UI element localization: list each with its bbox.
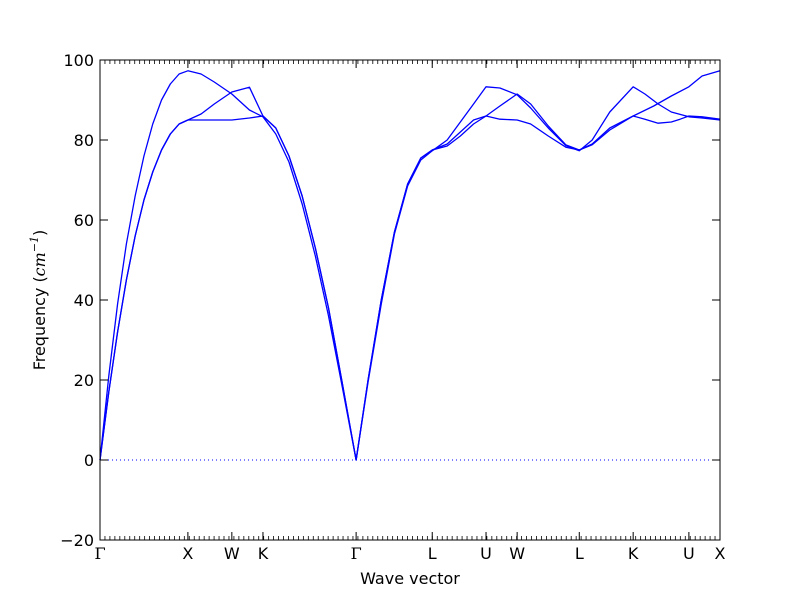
x-tick-label: X (715, 544, 726, 563)
y-tick-label: 40 (74, 291, 94, 310)
band-line-1 (99, 115, 721, 461)
plot-frame (99, 59, 721, 541)
x-tick-label: U (480, 544, 492, 563)
x-tick-label: K (258, 544, 269, 563)
x-tick-label: L (428, 544, 437, 563)
y-tick-label: 0 (84, 451, 94, 470)
x-tick-label: W (224, 544, 240, 563)
band-line-2 (99, 70, 721, 461)
minor-ticks (99, 60, 721, 540)
y-axis-label: Frequency (cm−1) (28, 230, 49, 371)
y-axis-ticks: −20 0 20 40 60 80 100 (60, 51, 720, 550)
y-tick-label: 60 (74, 211, 94, 230)
band-lines (99, 70, 721, 461)
y-tick-label: 100 (63, 51, 94, 70)
y-tick-label: 20 (74, 371, 94, 390)
band-line-3 (99, 70, 721, 461)
x-tick-label: U (683, 544, 695, 563)
x-tick-label: Γ (94, 544, 105, 563)
y-tick-label: 80 (74, 131, 94, 150)
x-tick-label: W (509, 544, 525, 563)
y-tick-label: −20 (60, 531, 94, 550)
x-axis-label: Wave vector (360, 569, 460, 588)
x-tick-label: L (575, 544, 584, 563)
x-tick-label: K (628, 544, 639, 563)
x-tick-label: X (182, 544, 193, 563)
x-tick-label: Γ (351, 544, 362, 563)
